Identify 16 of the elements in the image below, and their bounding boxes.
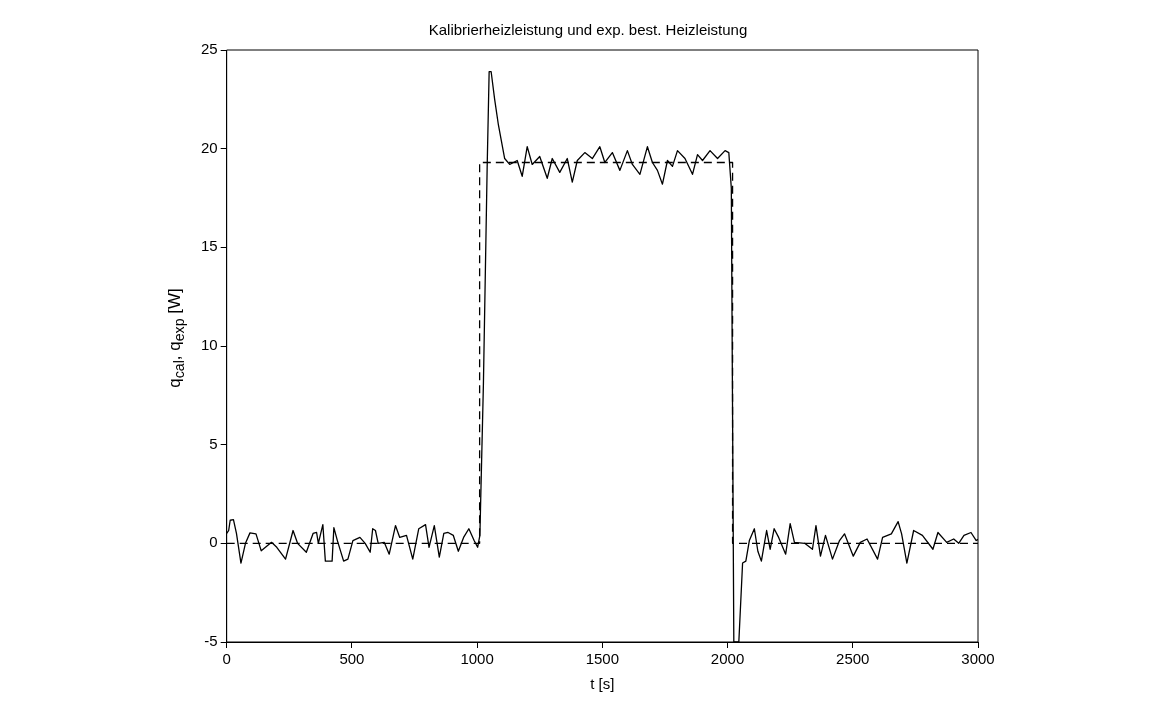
x-tick-label: 1500 [585, 650, 620, 668]
y-tick-label: 15 [201, 237, 218, 255]
chart-title: Kalibrierheizleistung und exp. best. Heizleistung [428, 21, 748, 39]
x-tick-label: 3000 [961, 650, 995, 668]
y-tick-label: 25 [201, 40, 218, 58]
y-tick-label: -5 [204, 632, 218, 650]
x-tick-label: 0 [222, 650, 231, 668]
y-tick-label: 10 [201, 336, 218, 354]
x-tick-label: 2500 [836, 650, 870, 668]
y-tick-label: 5 [209, 434, 218, 452]
x-tick-label: 1000 [460, 650, 494, 668]
y-tick-label: 0 [209, 533, 218, 551]
x-tick-label: 2000 [710, 650, 745, 668]
y-tick-label: 20 [201, 138, 218, 156]
x-tick-label: 500 [339, 650, 365, 668]
x-axis-title: t [s] [590, 675, 615, 693]
